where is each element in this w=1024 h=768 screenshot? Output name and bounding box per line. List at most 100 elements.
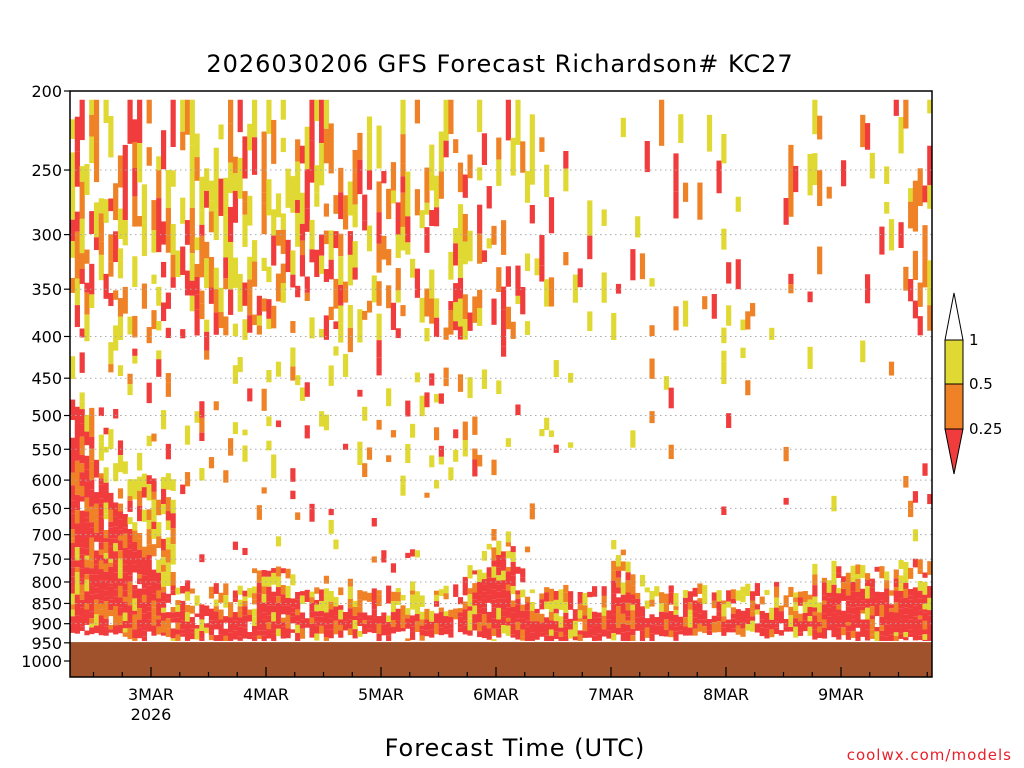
heatmap-cell (156, 499, 162, 516)
heatmap-cell (410, 549, 416, 557)
heatmap-cell (180, 633, 186, 637)
heatmap-cell (711, 592, 717, 601)
heatmap-cell (170, 513, 176, 529)
heatmap-cell (673, 306, 679, 331)
heatmap-cell (702, 610, 708, 620)
heatmap-cell (247, 315, 253, 333)
heatmap-cell (247, 123, 253, 151)
heatmap-cell (620, 602, 626, 614)
heatmap-cell (874, 566, 880, 572)
heatmap-cell (103, 618, 109, 627)
heatmap-cell (783, 595, 789, 608)
heatmap-cell (108, 364, 114, 373)
heatmap-cell (84, 579, 90, 592)
heatmap-cell (438, 607, 444, 612)
heatmap-cell (577, 618, 583, 622)
heatmap-cell (539, 593, 545, 600)
heatmap-cell (184, 472, 191, 487)
credit-text[interactable]: coolwx.com/models (846, 746, 1012, 764)
heatmap-cell (563, 584, 569, 593)
heatmap-cell (256, 602, 262, 615)
heatmap-cell (213, 401, 219, 411)
heatmap-cell (807, 606, 813, 617)
heatmap-cell (386, 188, 392, 220)
heatmap-cell (386, 455, 392, 462)
heatmap-cell (70, 485, 76, 501)
heatmap-cell (242, 590, 248, 597)
heatmap-cell (635, 617, 641, 623)
heatmap-cell (304, 292, 310, 301)
heatmap-cell (323, 608, 329, 613)
heatmap-cell (352, 149, 358, 173)
heatmap-cell (275, 576, 282, 583)
heatmap-cell (802, 591, 808, 598)
heatmap-cell (496, 591, 502, 599)
heatmap-cell (237, 626, 243, 637)
heatmap-cell (280, 568, 286, 574)
heatmap-cell (587, 628, 593, 638)
heatmap-cell (730, 628, 737, 633)
heatmap-cell (740, 319, 746, 331)
heatmap-cell (208, 287, 215, 304)
heatmap-cell (836, 593, 842, 605)
heatmap-cell (89, 417, 95, 437)
heatmap-cell (414, 268, 420, 298)
heatmap-cell (362, 220, 368, 231)
heatmap-cell (275, 628, 282, 637)
heatmap-cell (184, 604, 191, 613)
heatmap-cell (414, 591, 420, 603)
heatmap-cell (520, 286, 526, 315)
heatmap-cell (127, 627, 133, 640)
heatmap-cell (357, 590, 363, 600)
heatmap-cell (228, 602, 234, 610)
heatmap-cell (70, 219, 76, 242)
heatmap-cell (462, 601, 468, 610)
heatmap-cell (122, 590, 128, 597)
heatmap-cell (271, 235, 277, 266)
heatmap-cell (266, 601, 272, 606)
heatmap-cell (160, 221, 167, 245)
heatmap-cell (582, 619, 588, 623)
heatmap-cell (84, 567, 90, 575)
heatmap-cell (615, 283, 622, 294)
heatmap-cell (79, 268, 85, 284)
heatmap-cell (333, 596, 339, 607)
heatmap-cell (874, 631, 880, 641)
heatmap-cell (702, 619, 708, 627)
heatmap-cell (117, 511, 124, 520)
heatmap-cell (170, 170, 176, 187)
heatmap-cell (208, 624, 215, 631)
heatmap-cell (108, 610, 114, 617)
heatmap-cell (486, 594, 492, 603)
heatmap-cell (304, 425, 310, 439)
heatmap-cell (199, 261, 205, 278)
heatmap-cell (797, 621, 804, 633)
heatmap-cell (189, 295, 195, 312)
heatmap-cell (261, 576, 267, 587)
heatmap-cell (127, 575, 133, 582)
heatmap-cell (721, 327, 727, 344)
heatmap-cell (721, 133, 727, 164)
heatmap-cell (261, 388, 267, 411)
heatmap-cell (74, 510, 80, 524)
heatmap-cell (89, 495, 95, 507)
heatmap-cell (927, 494, 933, 505)
heatmap-cell (74, 260, 80, 279)
heatmap-cell (285, 597, 291, 606)
heatmap-cell (400, 483, 406, 496)
heatmap-cell (481, 625, 488, 634)
heatmap-cell (103, 553, 109, 559)
heatmap-cell (141, 625, 148, 631)
heatmap-cell (204, 623, 210, 628)
heatmap-cell (611, 593, 617, 605)
heatmap-cell (108, 562, 114, 567)
heatmap-cell (663, 376, 670, 390)
heatmap-cell (170, 254, 176, 278)
heatmap-cell (505, 596, 511, 608)
y-axis: 2002503003504004505005506006507007508008… (21, 82, 70, 671)
heatmap-cell (908, 608, 914, 620)
heatmap-cell (788, 180, 794, 217)
heatmap-cell (553, 360, 559, 378)
heatmap-cell (697, 598, 703, 603)
